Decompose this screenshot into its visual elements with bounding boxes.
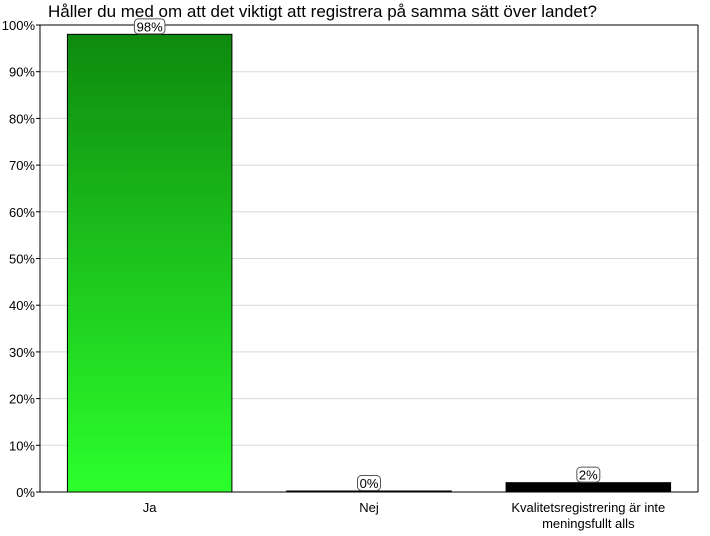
data-label-box — [357, 475, 381, 491]
data-label-box — [576, 466, 601, 483]
data-label: 2% — [579, 468, 598, 483]
labels: 0% 10% 20% 30% 40% 50% 60% 70% 80% 90% 100% 98% Ja 0%… — [2, 18, 666, 531]
y-tick-label: 10% — [9, 438, 35, 453]
x-category-label: Ja — [143, 500, 158, 515]
y-tick-label: 100% — [2, 18, 36, 33]
data-label: 98% — [137, 19, 163, 34]
y-tick-label: 50% — [9, 252, 35, 267]
data-label: 0% — [360, 476, 379, 491]
y-tick-label: 60% — [9, 205, 35, 220]
y-tick-label: 90% — [9, 65, 35, 80]
bar-0 — [66, 33, 233, 493]
y-tick-label: 0% — [16, 485, 35, 500]
bar-2 — [505, 482, 672, 493]
x-category-label: meningsfullt alls — [542, 516, 635, 531]
y-tick-label: 20% — [9, 392, 35, 407]
data-label-box — [133, 18, 166, 35]
chart-title: Håller du med om att det viktigt att reg… — [48, 2, 597, 21]
y-tick-label: 70% — [9, 158, 35, 173]
y-tick-label: 40% — [9, 298, 35, 313]
bar-1 — [286, 490, 452, 493]
x-category-label: Kvalitetsregistrering är inte — [511, 500, 665, 515]
bars — [66, 33, 672, 493]
y-tick-label: 80% — [9, 111, 35, 126]
y-tick-label: 30% — [9, 345, 35, 360]
x-category-label: Nej — [359, 500, 379, 515]
